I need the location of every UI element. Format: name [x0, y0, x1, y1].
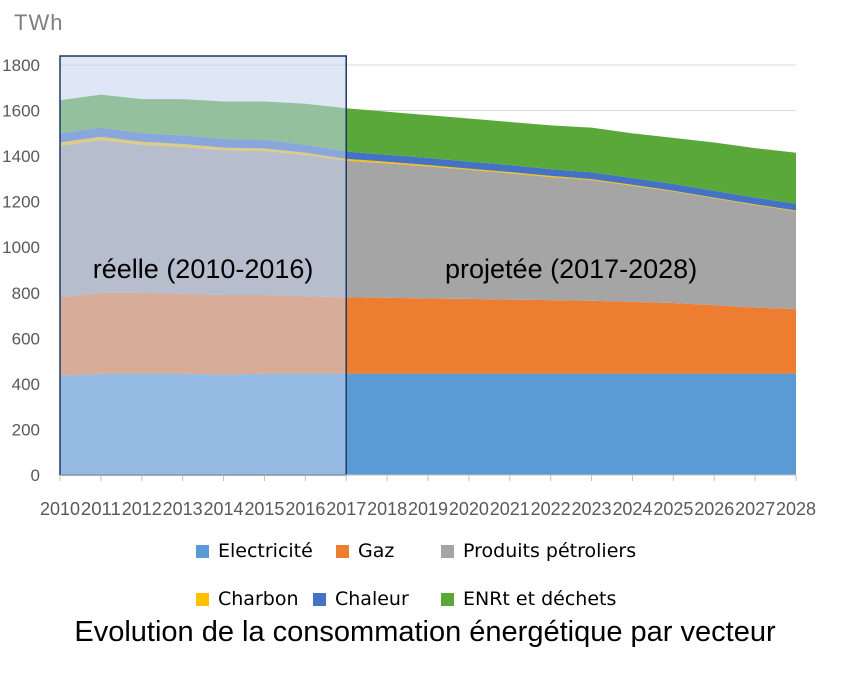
x-tick-label-2016: 2016	[285, 499, 325, 519]
legend-label-enrt-dechets: ENRt et déchets	[463, 588, 617, 610]
y-tick-label-1000: 1000	[2, 238, 40, 257]
legend-item-gaz: Gaz	[336, 540, 394, 562]
legend-label-electricite: Electricité	[218, 540, 313, 562]
y-tick-label-0: 0	[31, 466, 40, 485]
real-period-highlight	[59, 55, 347, 476]
x-tick-label-2015: 2015	[244, 499, 284, 519]
x-tick-label-2010: 2010	[40, 499, 80, 519]
x-tick-label-2027: 2027	[735, 499, 775, 519]
legend-item-charbon: Charbon	[196, 588, 299, 610]
y-tick-label-1400: 1400	[2, 147, 40, 166]
y-tick-label-600: 600	[12, 329, 40, 348]
y-tick-label-200: 200	[12, 420, 40, 439]
highlight-box	[59, 55, 347, 476]
chart-caption: Evolution de la consommation énergétique…	[74, 616, 776, 648]
x-tick-label-2023: 2023	[572, 499, 612, 519]
annotations: réelle (2010-2016) projetée (2017-2028)	[93, 254, 697, 284]
legend-item-produits-petroliers: Produits pétroliers	[441, 540, 636, 562]
x-tick-label-2018: 2018	[367, 499, 407, 519]
legend-label-charbon: Charbon	[218, 588, 299, 610]
legend-item-electricite: Electricité	[196, 540, 313, 562]
y-tick-label-400: 400	[12, 375, 40, 394]
legend-item-chaleur: Chaleur	[313, 588, 409, 610]
y-tick-label-1800: 1800	[2, 56, 40, 75]
x-tick-label-2025: 2025	[653, 499, 693, 519]
x-tick-label-2017: 2017	[326, 499, 366, 519]
legend-swatch-enrt-dechets	[441, 592, 454, 606]
x-tick-label-2021: 2021	[490, 499, 530, 519]
legend-swatch-chaleur	[313, 592, 326, 606]
legend-item-enrt-dechets: ENRt et déchets	[441, 588, 616, 610]
x-tick-label-2026: 2026	[694, 499, 734, 519]
legend-swatch-electricite	[196, 544, 209, 558]
legend-label-produits-petroliers: Produits pétroliers	[463, 540, 637, 562]
legend-swatch-charbon	[196, 592, 209, 606]
x-tick-label-2012: 2012	[122, 499, 162, 519]
y-tick-label-1200: 1200	[2, 193, 40, 212]
x-tick-label-2019: 2019	[408, 499, 448, 519]
y-tick-label-800: 800	[12, 284, 40, 303]
legend-label-chaleur: Chaleur	[335, 588, 409, 610]
annotation-0: réelle (2010-2016)	[93, 254, 314, 284]
x-tick-label-2028: 2028	[776, 499, 816, 519]
legend-swatch-produits-petroliers	[441, 544, 454, 558]
x-tick-label-2024: 2024	[612, 499, 652, 519]
legend-label-gaz: Gaz	[358, 540, 395, 562]
y-tick-label-1600: 1600	[2, 102, 40, 121]
x-tick-label-2014: 2014	[204, 499, 244, 519]
x-tick-label-2013: 2013	[163, 499, 203, 519]
legend-swatch-gaz	[336, 544, 349, 558]
x-tick-label-2011: 2011	[81, 499, 121, 519]
annotation-1: projetée (2017-2028)	[445, 254, 697, 284]
x-tick-label-2020: 2020	[449, 499, 489, 519]
y-axis-unit-label: TWh	[14, 10, 64, 35]
x-tick-label-2022: 2022	[531, 499, 571, 519]
